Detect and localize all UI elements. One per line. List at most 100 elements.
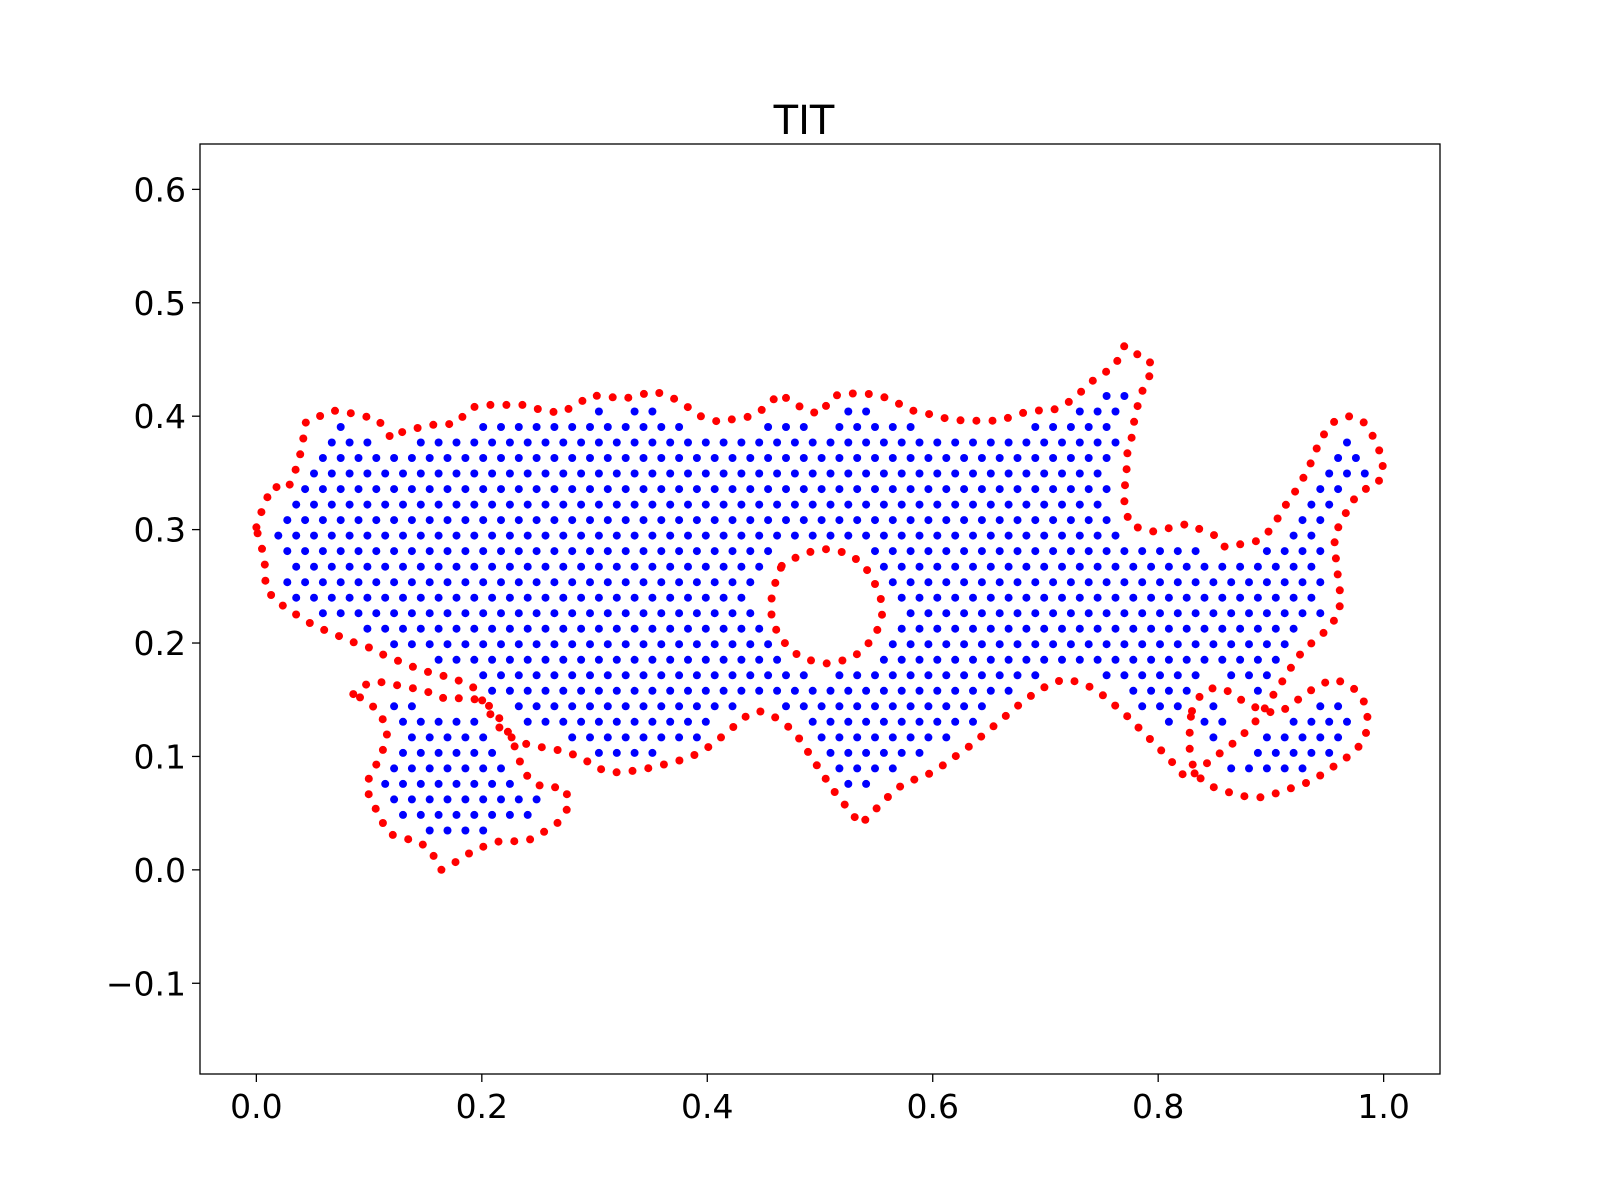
- interior-point: [808, 686, 817, 695]
- interior-point: [977, 516, 986, 525]
- boundary-point: [977, 732, 986, 741]
- interior-point: [1245, 640, 1253, 649]
- interior-point: [1271, 593, 1280, 602]
- interior-point: [354, 485, 363, 494]
- interior-point: [1173, 702, 1182, 711]
- boundary-point: [1123, 512, 1132, 521]
- interior-point: [1182, 686, 1191, 695]
- boundary-point: [608, 393, 617, 402]
- boundary-point: [1271, 789, 1280, 798]
- interior-point: [1316, 485, 1325, 494]
- interior-point: [960, 454, 969, 462]
- interior-point: [390, 516, 399, 525]
- interior-point: [1280, 640, 1289, 649]
- boundary-point: [1098, 691, 1107, 700]
- boundary-point: [1350, 684, 1359, 693]
- interior-point: [1209, 733, 1218, 742]
- boundary-point: [806, 547, 815, 556]
- interior-point: [363, 500, 372, 509]
- interior-point: [550, 702, 559, 711]
- interior-point: [461, 578, 470, 587]
- interior-point: [452, 562, 461, 571]
- interior-point: [532, 578, 541, 587]
- interior-point: [594, 500, 603, 509]
- interior-point: [844, 469, 853, 478]
- interior-point: [1307, 717, 1316, 726]
- boundary-point: [429, 420, 438, 429]
- interior-point: [381, 531, 390, 540]
- boundary-point: [1359, 697, 1368, 706]
- interior-point: [541, 717, 550, 726]
- interior-point: [666, 531, 675, 540]
- boundary-point: [394, 656, 402, 665]
- boundary-point: [258, 544, 266, 553]
- plot-area: [200, 144, 1440, 1074]
- interior-point: [497, 609, 505, 618]
- boundary-point: [1240, 729, 1249, 738]
- interior-point: [381, 469, 390, 478]
- interior-point: [951, 438, 960, 447]
- boundary-point: [465, 849, 473, 858]
- boundary-point: [1123, 449, 1132, 458]
- interior-point: [568, 423, 577, 431]
- boundary-point: [470, 402, 479, 411]
- interior-point: [470, 469, 479, 478]
- interior-point: [1031, 423, 1040, 431]
- interior-point: [407, 485, 416, 494]
- interior-point: [1111, 438, 1120, 447]
- interior-point: [924, 578, 933, 587]
- boundary-point: [494, 837, 503, 846]
- interior-point: [399, 748, 407, 757]
- interior-point: [1129, 593, 1138, 602]
- interior-point: [532, 423, 541, 431]
- interior-point: [443, 485, 452, 494]
- interior-point: [1307, 593, 1316, 602]
- interior-point: [470, 438, 479, 447]
- boundary-point: [1363, 712, 1372, 721]
- interior-point: [345, 531, 354, 540]
- interior-point: [799, 423, 808, 431]
- interior-point: [1245, 764, 1253, 773]
- interior-point: [977, 609, 986, 618]
- interior-point: [550, 578, 559, 587]
- interior-point: [434, 500, 443, 509]
- boundary-point: [495, 714, 504, 723]
- boundary-point: [369, 702, 378, 711]
- interior-point: [514, 609, 523, 618]
- boundary-point: [1120, 497, 1129, 506]
- interior-point: [1289, 593, 1298, 602]
- interior-point: [621, 547, 630, 556]
- interior-point: [639, 640, 648, 649]
- interior-point: [790, 686, 799, 695]
- interior-point: [1004, 438, 1013, 447]
- interior-point: [523, 686, 532, 695]
- interior-point: [719, 686, 728, 695]
- interior-point: [452, 717, 461, 726]
- interior-point: [746, 516, 755, 525]
- interior-point: [594, 438, 603, 447]
- interior-point: [1325, 500, 1334, 509]
- interior-point: [675, 516, 684, 525]
- boundary-point: [299, 434, 308, 443]
- interior-point: [399, 624, 407, 633]
- interior-point: [1058, 624, 1066, 633]
- interior-point: [434, 562, 443, 571]
- interior-point: [1191, 671, 1200, 680]
- interior-point: [862, 469, 871, 478]
- boundary-point: [727, 415, 736, 424]
- interior-point: [594, 717, 603, 726]
- interior-point: [327, 500, 336, 509]
- interior-point: [773, 469, 782, 478]
- boundary-point: [378, 745, 387, 754]
- interior-point: [1066, 516, 1075, 525]
- interior-point: [639, 609, 648, 618]
- interior-point: [737, 655, 746, 664]
- interior-point: [897, 717, 906, 726]
- interior-point: [1120, 671, 1129, 680]
- interior-point: [639, 423, 648, 431]
- interior-point: [924, 640, 933, 649]
- interior-point: [879, 717, 888, 726]
- interior-point: [1120, 578, 1129, 587]
- interior-point: [630, 686, 639, 695]
- interior-point: [1227, 764, 1236, 773]
